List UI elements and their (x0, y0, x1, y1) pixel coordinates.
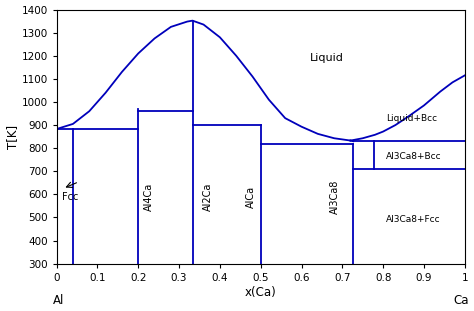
Text: Ca: Ca (453, 294, 469, 307)
Text: Al3Ca8+Fcc: Al3Ca8+Fcc (386, 215, 441, 224)
Y-axis label: T[K]: T[K] (6, 125, 18, 149)
Text: Liquid: Liquid (310, 53, 344, 63)
Text: AlCa: AlCa (246, 186, 256, 208)
Text: Al3Ca8: Al3Ca8 (330, 179, 340, 214)
Text: Fcc: Fcc (62, 192, 78, 202)
Text: Al4Ca: Al4Ca (145, 183, 155, 211)
Text: Al3Ca8+Bcc: Al3Ca8+Bcc (386, 152, 442, 161)
X-axis label: x(Ca): x(Ca) (245, 285, 276, 299)
Text: Al: Al (53, 294, 64, 307)
Text: Al2Ca: Al2Ca (203, 183, 213, 211)
Text: Liquid+Bcc: Liquid+Bcc (386, 114, 438, 123)
